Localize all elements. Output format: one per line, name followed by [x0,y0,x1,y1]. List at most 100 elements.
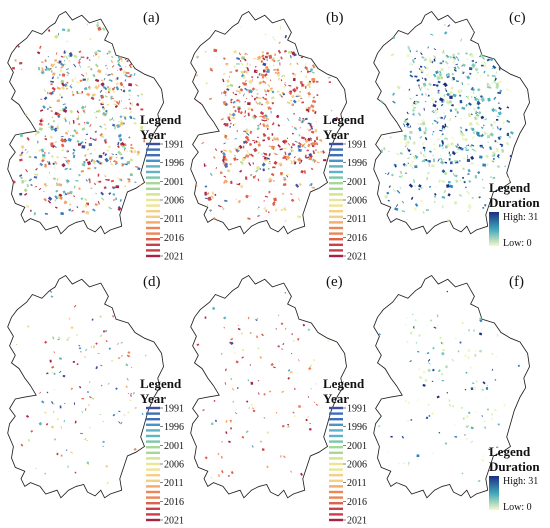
change-patch [455,80,459,83]
change-patch [54,140,58,144]
change-patch [92,55,95,57]
change-patch [131,102,134,107]
change-patch [46,184,49,187]
change-patch [225,135,228,138]
change-patch [92,160,96,165]
change-patch [410,125,412,128]
change-patch [264,90,266,92]
change-patch [224,199,228,203]
change-patch [52,72,56,76]
change-patch [118,136,121,140]
change-patch [270,145,272,148]
change-patch [90,346,93,348]
change-patch [53,438,57,441]
change-patch [129,149,132,152]
change-patch [263,156,267,160]
change-patch [481,415,483,417]
change-patch [453,69,457,72]
change-patch [78,114,80,119]
change-patch [307,396,310,398]
change-patch [407,157,411,160]
change-patch [266,117,270,121]
change-patch [310,142,314,146]
change-patch [60,96,63,99]
change-patch [426,79,428,81]
change-patch [428,59,433,64]
change-patch [277,144,281,148]
legend-swatch [146,154,160,157]
change-patch [126,163,128,166]
change-patch [30,183,33,187]
change-patch [441,180,446,183]
change-patch [429,150,432,153]
change-patch [76,91,79,94]
change-patch [298,197,301,202]
change-patch [470,426,474,430]
change-patch [123,414,126,416]
change-patch [112,315,114,318]
change-patch [86,56,89,60]
change-patch [128,136,131,139]
change-patch [262,139,266,142]
change-patch [236,130,238,132]
change-patch [97,200,100,205]
change-patch [484,397,487,399]
change-patch [479,349,483,353]
change-patch [431,411,434,416]
change-patch [78,173,81,177]
change-patch [451,160,454,165]
change-patch [103,186,107,190]
change-patch [46,67,51,72]
change-patch [47,200,52,204]
change-patch [115,387,118,391]
change-patch [49,359,52,363]
change-patch [293,112,296,115]
change-patch [53,372,56,376]
change-patch [297,338,300,341]
change-patch [486,163,489,167]
legend-subtitle: Duration [489,459,540,474]
change-patch [79,350,83,353]
change-patch [437,71,440,74]
change-patch [90,187,93,190]
change-patch [128,75,132,78]
change-patch [499,89,502,93]
change-patch [235,360,239,364]
change-patch [420,93,424,96]
change-patch [107,87,112,92]
change-patch [295,86,299,90]
change-patch [421,141,425,146]
change-patch [299,126,302,129]
change-patch [262,123,266,128]
change-patch [418,68,421,70]
change-patch [265,100,270,105]
change-patch [260,103,264,106]
change-patch [290,193,293,195]
change-patch [246,97,248,99]
change-patch [78,64,82,68]
change-patch [202,409,205,411]
change-patch [130,50,134,53]
change-patch [253,57,257,60]
change-patch [25,169,28,173]
change-patch [407,149,411,153]
panel-label-e: (e) [326,274,343,290]
change-patch [245,132,250,136]
change-patch [226,79,230,84]
change-patch [307,149,309,151]
change-patch [284,83,287,87]
change-patch [281,74,284,78]
change-patch [506,119,511,124]
change-patch [76,205,79,209]
change-patch [396,189,401,194]
change-patch [481,119,485,121]
change-patch [469,366,472,369]
change-patch [449,109,453,113]
change-patch [233,49,238,54]
change-patch [210,195,214,199]
change-patch [474,410,477,414]
change-patch [86,23,89,26]
change-patch [488,448,491,451]
change-patch [282,183,287,187]
change-patch [403,137,407,141]
